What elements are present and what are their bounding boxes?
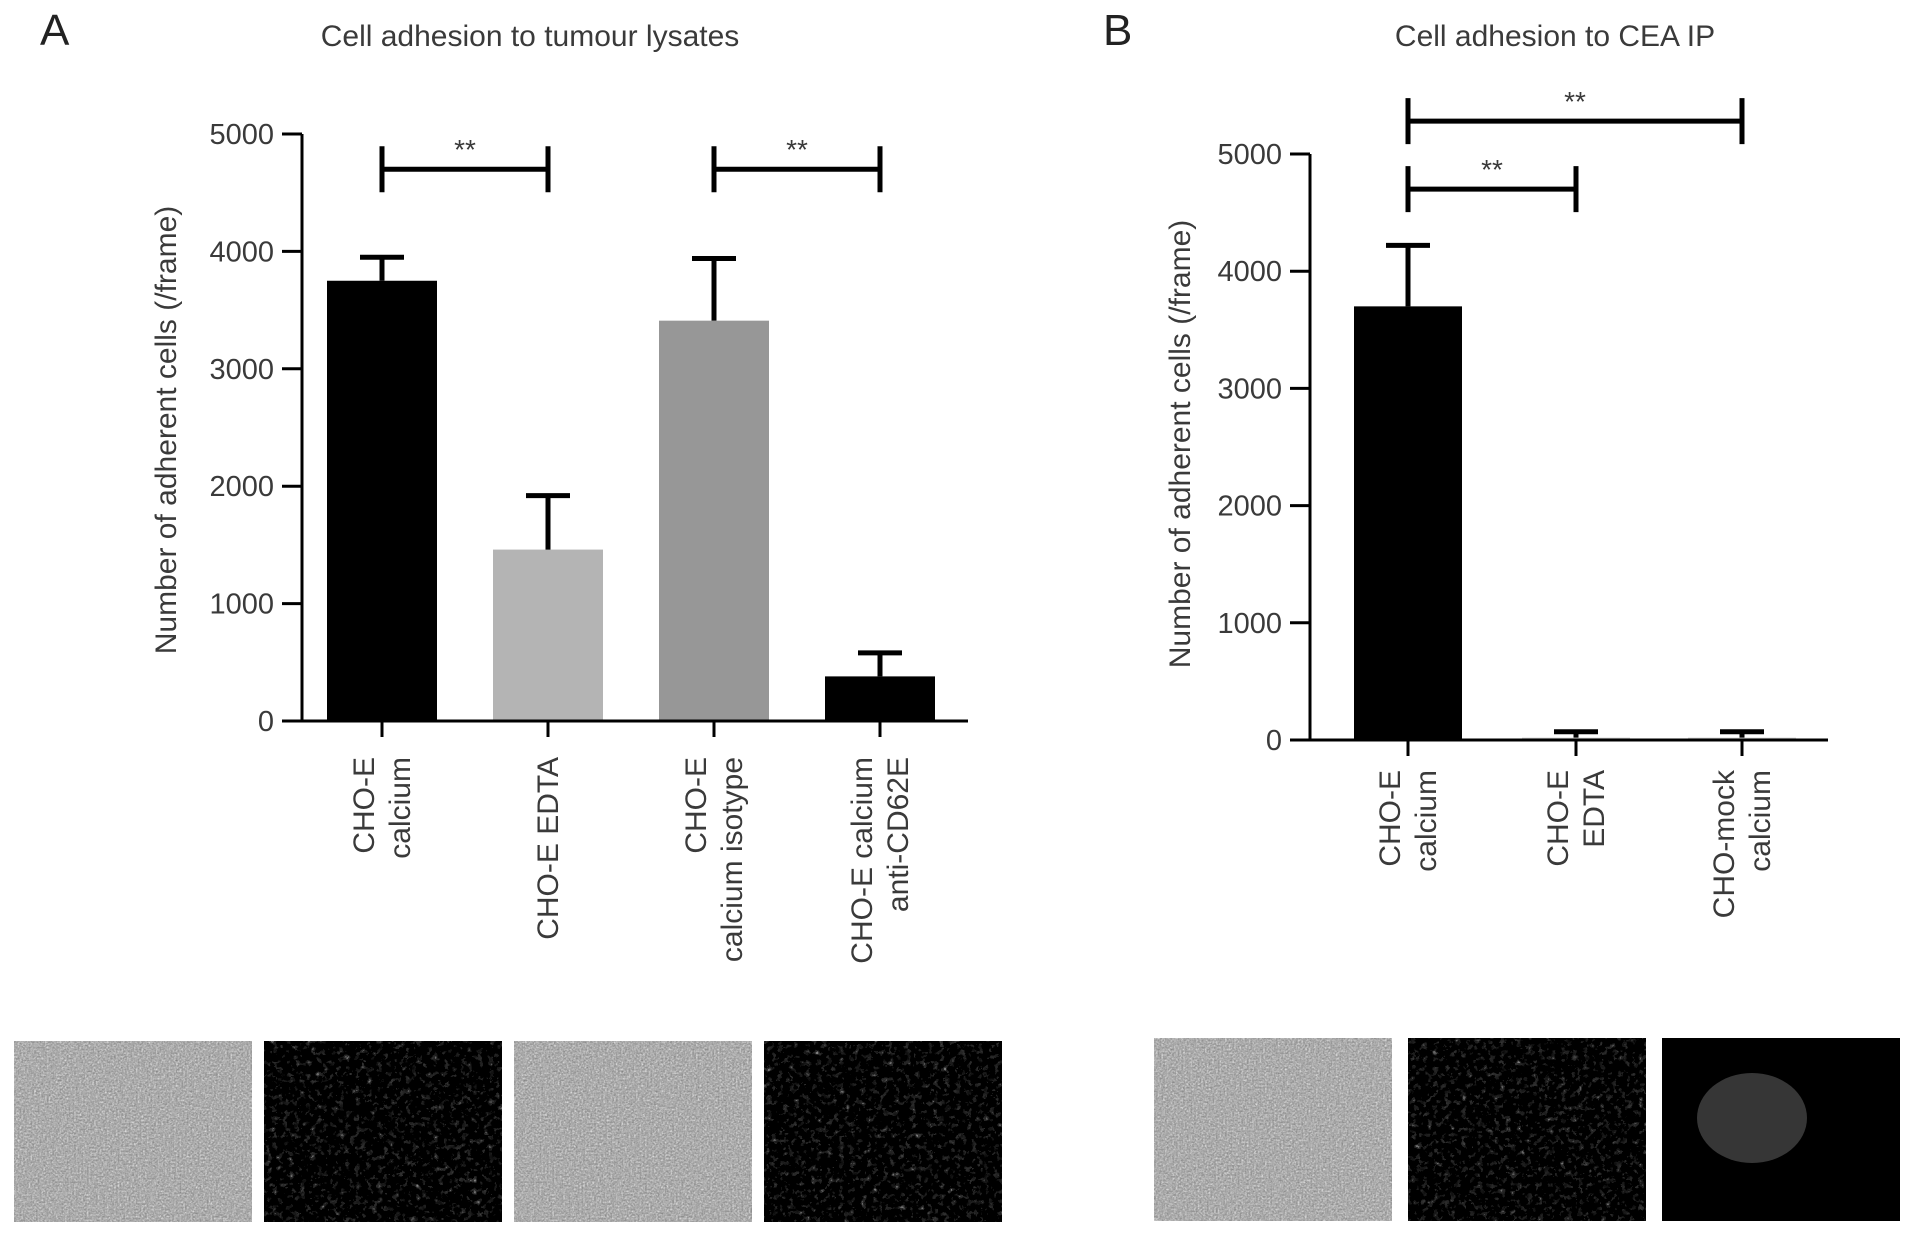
panel-b-significance-bracket bbox=[1405, 166, 1579, 213]
panel-a-y-axis-label: Number of adherent cells (/frame) bbox=[150, 206, 183, 655]
panel-a-error-bars bbox=[360, 254, 902, 677]
panel-a-y-tick-label: 4000 bbox=[209, 236, 274, 268]
panel-b-significance-label: ** bbox=[1564, 86, 1586, 117]
panel-b-micrograph bbox=[1662, 1038, 1900, 1221]
panel-letter-b: B bbox=[1103, 6, 1132, 55]
panel-a-significance: ** ** bbox=[379, 134, 883, 193]
panel-a-error-bar bbox=[858, 650, 902, 677]
panel-a-micrograph bbox=[14, 1041, 252, 1222]
panel-a-y-tick-label: 5000 bbox=[209, 119, 274, 151]
panel-b-error-bar bbox=[1386, 242, 1430, 307]
panel-b-y-tick-label: 3000 bbox=[1217, 373, 1282, 405]
panel-b-bars bbox=[1354, 306, 1796, 740]
panel-a-bar bbox=[327, 280, 437, 721]
panel-b-category-label: CHO-E bbox=[1542, 770, 1575, 867]
panel-b-axes bbox=[1290, 154, 1828, 756]
panel-a-category-label: calcium isotype bbox=[716, 757, 749, 962]
panel-a-significance-label: ** bbox=[786, 134, 808, 165]
panel-a-y-tick-label: 1000 bbox=[209, 589, 274, 621]
panel-b-significance: ** ** bbox=[1405, 86, 1745, 213]
panel-b-error-bars bbox=[1386, 242, 1764, 738]
panel-a-categories: CHO-E calcium CHO-E EDTA CHO-E calcium isoty… bbox=[348, 757, 915, 964]
panel-a-micrograph bbox=[764, 1041, 1002, 1222]
panel-a-micrographs bbox=[14, 1041, 1002, 1222]
panel-a-micrograph bbox=[514, 1041, 752, 1222]
panel-letter-a: A bbox=[40, 6, 70, 55]
panel-a: A Cell adhesion to tumour lysates Number… bbox=[14, 6, 1002, 1222]
panel-b-y-tick-label: 5000 bbox=[1217, 139, 1282, 171]
panel-a-category-label: CHO-E EDTA bbox=[532, 757, 565, 940]
panel-b-y-tick-label: 2000 bbox=[1217, 491, 1282, 523]
panel-a-category-label: CHO-E bbox=[680, 757, 713, 854]
panel-a-category-label: calcium bbox=[384, 757, 417, 859]
panel-b-bar bbox=[1354, 306, 1462, 740]
panel-b-micrographs bbox=[1154, 1038, 1900, 1221]
panel-b-significance-label: ** bbox=[1481, 154, 1503, 185]
panel-b-y-tick-label: 1000 bbox=[1217, 608, 1282, 640]
panel-b: B Cell adhesion to CEA IP Number of adhe… bbox=[1103, 6, 1900, 1221]
panel-a-category-label: anti-CD62E bbox=[882, 757, 915, 912]
panel-a-error-bar bbox=[692, 255, 736, 321]
panel-b-micrograph bbox=[1408, 1038, 1646, 1221]
panel-b-category-label: calcium bbox=[1744, 770, 1777, 872]
panel-a-category-label: CHO-E bbox=[348, 757, 381, 854]
panel-a-bars bbox=[327, 280, 935, 721]
panel-b-category-label: CHO-mock bbox=[1708, 769, 1741, 918]
panel-b-y-axis-label: Number of adherent cells (/frame) bbox=[1164, 220, 1197, 669]
panel-b-y-tick-label: 0 bbox=[1266, 725, 1282, 757]
panel-b-error-bar bbox=[1554, 729, 1598, 738]
panel-a-y-tick-label: 2000 bbox=[209, 471, 274, 503]
panel-a-axes bbox=[282, 134, 968, 737]
panel-a-error-bar bbox=[526, 493, 570, 550]
panel-a-bar bbox=[659, 320, 769, 721]
panel-b-significance-bracket bbox=[1405, 98, 1745, 145]
panel-a-y-tick-label: 3000 bbox=[209, 354, 274, 386]
panel-b-category-label: EDTA bbox=[1578, 770, 1611, 848]
panel-a-y-tick-label: 0 bbox=[258, 706, 274, 738]
panel-a-bar bbox=[825, 676, 935, 721]
panel-a-error-bar bbox=[360, 254, 404, 281]
panel-a-bar bbox=[493, 549, 603, 721]
panel-a-significance-label: ** bbox=[454, 134, 476, 165]
panel-b-category-label: CHO-E bbox=[1374, 770, 1407, 867]
panel-a-significance-bracket bbox=[379, 146, 551, 193]
panel-b-micrograph bbox=[1154, 1038, 1392, 1221]
panel-a-micrograph bbox=[264, 1041, 502, 1222]
panel-a-title: Cell adhesion to tumour lysates bbox=[321, 20, 740, 53]
panel-b-error-bar bbox=[1720, 729, 1764, 738]
panel-b-categories: CHO-E calcium CHO-E EDTA CHO-mock calcium bbox=[1374, 769, 1777, 918]
panel-a-significance-bracket bbox=[711, 146, 883, 193]
panel-b-title: Cell adhesion to CEA IP bbox=[1395, 20, 1715, 53]
panel-a-category-label: CHO-E calcium bbox=[846, 757, 879, 964]
panel-b-category-label: calcium bbox=[1410, 770, 1443, 872]
panel-a-y-ticks: 0 1000 2000 3000 4000 5000 bbox=[209, 119, 302, 738]
panel-b-y-tick-label: 4000 bbox=[1217, 256, 1282, 288]
panel-b-y-ticks: 0 1000 2000 3000 4000 5000 bbox=[1217, 139, 1310, 757]
